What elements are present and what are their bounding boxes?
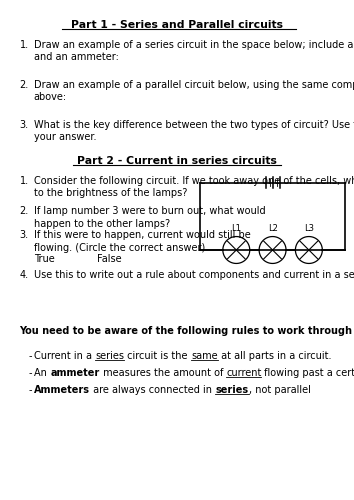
Text: ammeter: ammeter: [50, 368, 99, 378]
Text: series: series: [96, 351, 125, 361]
Text: Part 2 - Current in series circuits: Part 2 - Current in series circuits: [77, 156, 277, 166]
Text: measures the amount of: measures the amount of: [99, 368, 226, 378]
Text: An: An: [34, 368, 50, 378]
Text: current: current: [226, 368, 262, 378]
Text: -: -: [28, 351, 32, 361]
Text: Draw an example of a parallel circuit below, using the same components as the on: Draw an example of a parallel circuit be…: [34, 80, 354, 102]
Text: , not parallel: , not parallel: [249, 385, 310, 395]
Text: at all parts in a circuit.: at all parts in a circuit.: [218, 351, 331, 361]
Text: 2.: 2.: [19, 80, 29, 90]
Text: You need to be aware of the following rules to work through the next questions.: You need to be aware of the following ru…: [19, 326, 354, 336]
Text: flowing. (Circle the correct answer): flowing. (Circle the correct answer): [34, 243, 205, 253]
Text: 3.: 3.: [19, 120, 29, 130]
Text: circuit is the: circuit is the: [125, 351, 191, 361]
Text: series: series: [216, 385, 249, 395]
Text: L3: L3: [304, 224, 314, 232]
Text: happen to the other lamps?: happen to the other lamps?: [34, 219, 170, 229]
Text: L2: L2: [268, 224, 278, 232]
Text: Use this to write out a rule about components and current in a series circuit be: Use this to write out a rule about compo…: [34, 270, 354, 280]
Text: True: True: [34, 254, 55, 264]
Text: What is the key difference between the two types of circuit? Use the word curren: What is the key difference between the t…: [34, 120, 354, 142]
Text: L1: L1: [232, 224, 241, 232]
Text: are always connected in: are always connected in: [90, 385, 216, 395]
Text: 1.: 1.: [19, 176, 29, 186]
Text: Draw an example of a series circuit in the space below; include a battery, two l: Draw an example of a series circuit in t…: [34, 40, 354, 62]
Text: False: False: [97, 254, 122, 264]
Text: 2.: 2.: [19, 206, 29, 216]
Text: Current in a: Current in a: [34, 351, 96, 361]
Text: 1.: 1.: [19, 40, 29, 50]
Text: If lamp number 3 were to burn out, what would: If lamp number 3 were to burn out, what …: [34, 206, 265, 216]
Text: Ammeters: Ammeters: [34, 385, 90, 395]
Text: -: -: [28, 385, 32, 395]
Text: If this were to happen, current would still be: If this were to happen, current would st…: [34, 230, 250, 240]
Text: Part 1 - Series and Parallel circuits: Part 1 - Series and Parallel circuits: [71, 20, 283, 30]
Text: Consider the following circuit. If we took away one of the cells, what would hap: Consider the following circuit. If we to…: [34, 176, 354, 198]
Text: flowing past a certain point: flowing past a certain point: [262, 368, 354, 378]
Text: 3.: 3.: [19, 230, 29, 240]
Text: -: -: [28, 368, 32, 378]
Text: 4.: 4.: [19, 270, 29, 280]
Text: same: same: [191, 351, 218, 361]
